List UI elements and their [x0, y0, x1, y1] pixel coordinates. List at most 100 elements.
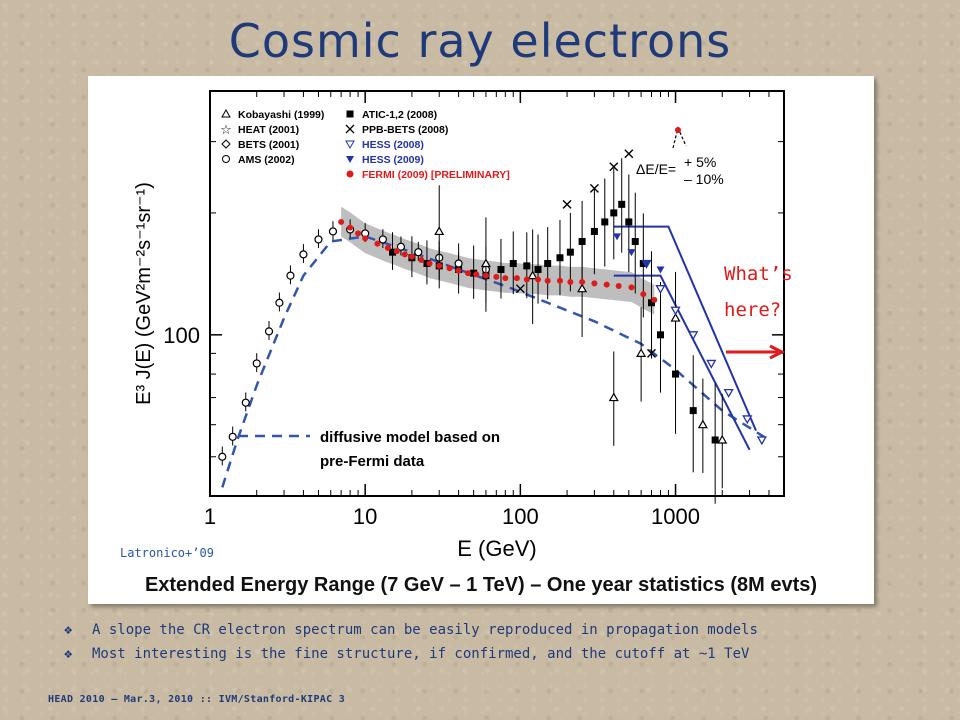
fermi-point — [446, 265, 453, 272]
x-tick-label: 10 — [353, 504, 377, 529]
ams-point — [286, 271, 295, 280]
ams-point — [328, 227, 338, 236]
atic-point — [534, 265, 542, 273]
fermi-point — [651, 296, 658, 303]
ams-point — [218, 452, 227, 461]
model-legend-label: pre-Fermi data — [320, 453, 425, 470]
atic-point — [578, 238, 586, 246]
question-line-1: What’s — [724, 263, 793, 285]
legend-label: PPB-BETS (2008) — [362, 124, 448, 136]
atic-point — [544, 260, 552, 268]
atic-point — [556, 254, 564, 262]
y-axis-label: E³ J(E) (GeV²m⁻²s⁻¹sr⁻¹) — [133, 182, 155, 405]
legend-label: HESS (2008) — [362, 139, 424, 151]
legend-label: Kobayashi (1999) — [238, 109, 324, 121]
atic-point — [672, 370, 680, 378]
ppb-bets-point — [589, 183, 599, 193]
legend-label: HEAT (2001) — [238, 124, 299, 136]
hess2008-point — [742, 415, 753, 425]
slide-footer: HEAD 2010 – Mar.3, 2010 :: IVM/Stanford-… — [48, 694, 346, 705]
legend-marker — [346, 170, 354, 178]
legend-marker — [222, 155, 230, 163]
legend-marker — [345, 124, 355, 134]
fermi-point — [393, 248, 400, 255]
x-axis-label: E (GeV) — [457, 536, 536, 561]
ppb-bets-point — [609, 162, 619, 172]
legend-marker — [221, 139, 231, 149]
ams-point — [414, 248, 423, 257]
fermi-point — [408, 253, 415, 260]
hess2008-point — [723, 388, 734, 398]
hess2008-point — [706, 359, 717, 369]
atic-point — [590, 227, 598, 235]
ams-point — [378, 235, 387, 244]
atic-point — [639, 260, 647, 268]
fermi-point — [603, 281, 610, 288]
ams-point — [396, 242, 406, 251]
ams-point — [275, 298, 284, 307]
fermi-point — [401, 251, 408, 258]
kobayashi-point — [608, 392, 619, 402]
ams-point — [252, 359, 261, 368]
atic-point — [523, 262, 531, 270]
legend-label: AMS (2002) — [238, 154, 295, 166]
legend-marker — [346, 156, 354, 163]
atic-point — [625, 218, 633, 226]
bullet-list: ❖ A slope the CR electron spectrum can b… — [64, 618, 944, 666]
ams-point — [241, 398, 250, 407]
kobayashi-point — [636, 348, 647, 357]
kobayashi-point — [527, 270, 538, 280]
diamond-bullet-icon: ❖ — [64, 622, 73, 638]
ams-point — [228, 432, 237, 441]
diamond-bullet-icon: ❖ — [64, 646, 73, 662]
legend-label: FERMI (2009) [PRELIMINARY] — [362, 169, 510, 181]
fermi-point — [591, 280, 598, 287]
fermi-point — [355, 230, 362, 237]
fermi-point — [640, 291, 647, 298]
ams-point — [264, 327, 274, 336]
model-legend-label: diffusive model based on — [320, 429, 500, 446]
atic-point — [711, 436, 719, 444]
resolution-label: ΔE/E= — [636, 161, 676, 177]
atic-point — [497, 265, 505, 273]
fermi-point — [338, 218, 345, 225]
pointer-arrow-head — [769, 344, 786, 360]
bullet-item: ❖ A slope the CR electron spectrum can b… — [64, 618, 944, 642]
hess2008-point — [670, 306, 681, 316]
x-tick-label: 100 — [502, 504, 539, 529]
resolution-point — [675, 127, 681, 133]
plot-frame — [209, 90, 785, 497]
fermi-point — [436, 262, 443, 269]
fermi-point — [502, 275, 509, 282]
electron-spectrum-chart: 1 10 100 1000 100 E (GeV) E³ J(E) (GeV²m⁻²s⁻¹s… — [133, 90, 786, 561]
fermi-point — [544, 277, 551, 284]
figure-panel: 1 10 100 1000 100 E (GeV) E³ J(E) (GeV²m⁻²s⁻¹s… — [88, 76, 874, 604]
resolution-minus: – 10% — [684, 171, 724, 187]
fermi-systematic-band — [341, 206, 655, 315]
hess2008-point — [655, 285, 666, 294]
fermi-point — [523, 276, 530, 283]
fermi-point — [482, 272, 489, 279]
kobayashi-point — [670, 312, 681, 322]
bullet-item: ❖ Most interesting is the fine structure… — [64, 642, 944, 666]
fermi-point — [493, 273, 500, 280]
fermi-point — [473, 271, 480, 278]
hess2009-point — [627, 249, 636, 257]
fermi-point — [384, 244, 391, 251]
broken-power-law-line — [613, 225, 757, 432]
kobayashi-point — [434, 226, 445, 236]
hess2009-point — [656, 266, 665, 274]
question-line-2: here? — [724, 299, 782, 321]
atic-point — [601, 218, 609, 226]
atic-point — [631, 238, 639, 246]
figure-caption: Extended Energy Range (7 GeV – 1 TeV) – … — [144, 574, 818, 596]
kobayashi-point — [697, 419, 708, 429]
hess2009-point — [613, 233, 622, 241]
kobayashi-point — [480, 258, 491, 268]
atic-point — [656, 331, 664, 339]
y-tick-label: 100 — [163, 323, 200, 348]
ppb-bets-point — [515, 284, 525, 294]
fermi-point — [567, 279, 574, 286]
fermi-point — [374, 240, 381, 247]
hess2008-point — [688, 331, 699, 341]
